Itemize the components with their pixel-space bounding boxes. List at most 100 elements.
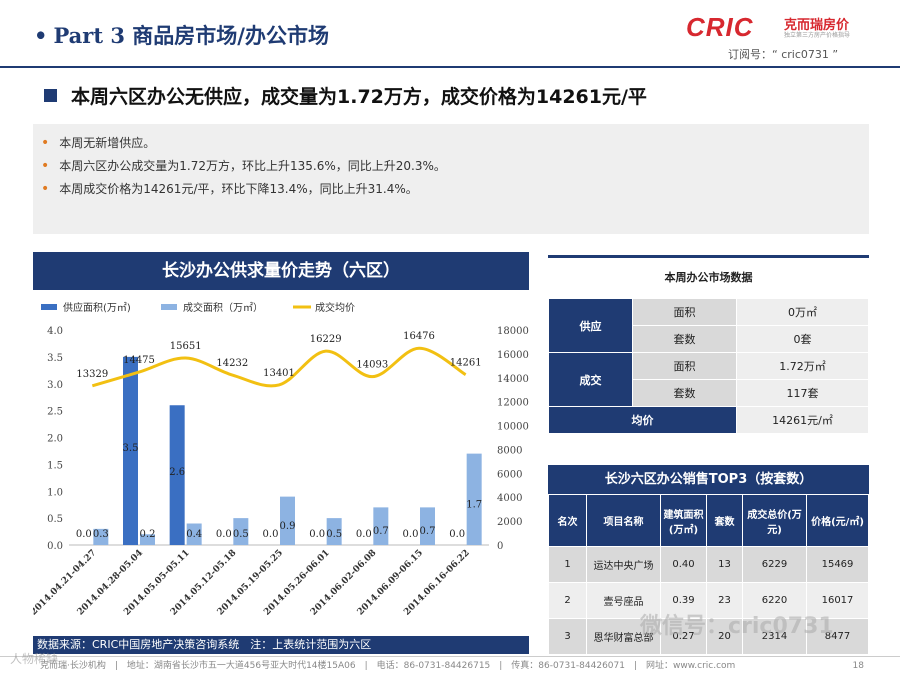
headline: 本周六区办公无供应，成交量为1.72万方，成交价格为14261元/平 (44, 82, 647, 109)
table-row: 1 运达中央广场 0.40 13 6229 15469 (548, 546, 869, 583)
supply-bar (123, 356, 138, 545)
top3-header-units: 套数 (706, 494, 743, 547)
price-label: 14475 (123, 355, 155, 366)
deal-bar-label: 0.3 (93, 529, 109, 540)
table-cell: 6220 (742, 582, 807, 619)
bullet-item: • 本周成交价格为14261元/平，环比下降13.4%，同比上升31.4%。 (41, 180, 869, 197)
avg-price-label: 均价 (548, 406, 737, 434)
supply-bar-label: 3.5 (123, 443, 139, 454)
source-footnote: 数据来源：CRIC中国房地产决策咨询系统 注：上表统计范围为六区 (33, 636, 529, 654)
legend-label: 成交面积（万㎡） (183, 301, 263, 314)
top3-header-project: 项目名称 (586, 494, 661, 547)
supply-bar-label: 0.0 (216, 529, 232, 540)
price-label: 13329 (76, 369, 108, 380)
deal-label: 成交 (548, 352, 633, 407)
footer-contact: 克而瑞·长沙机构 | 地址：湖南省长沙市五一大道456号亚大时代14楼15A06… (40, 661, 736, 671)
chart-canvas: 供应面积(万㎡) 成交面积（万㎡） 成交均价0.00.51.01.52.02.53.… (33, 290, 529, 634)
y-left-tick-label: 3.5 (47, 353, 63, 364)
y-left-tick-label: 1.0 (47, 487, 63, 498)
y-right-tick-label: 2000 (497, 517, 522, 528)
y-right-tick-label: 14000 (497, 374, 529, 385)
deal-area-value: 1.72万㎡ (736, 352, 869, 380)
price-line (91, 346, 467, 388)
deal-bar (93, 528, 109, 545)
table-cell: 1 (548, 546, 587, 583)
page-footer: 克而瑞·长沙机构 | 地址：湖南省长沙市五一大道456号亚大时代14楼15A06… (0, 656, 900, 675)
title-bullet: • (34, 23, 48, 48)
bullet-item: • 本周六区办公成交量为1.72万方，环比上升135.6%，同比上升20.3%。 (41, 157, 869, 174)
deal-bar (326, 518, 342, 545)
table-cell: 运达中央广场 (586, 546, 661, 583)
supply-bar-label: 0.0 (449, 529, 465, 540)
top3-title: 长沙六区办公销售TOP3（按套数） (548, 465, 869, 494)
deal-bar (280, 496, 295, 545)
corner-watermark: 人物稀缺 (10, 652, 59, 666)
table-cell: 恩华财富总部 (586, 618, 661, 655)
y-right-tick-label: 4000 (497, 493, 522, 504)
y-right-tick-label: 6000 (497, 469, 522, 480)
table-cell: 壹号座品 (586, 582, 661, 619)
table-cell: 8477 (806, 618, 869, 655)
table-cell: 2 (548, 582, 587, 619)
header-divider (0, 66, 900, 68)
price-label: 13401 (263, 368, 295, 379)
headline-text: 本周六区办公无供应，成交量为1.72万方，成交价格为14261元/平 (71, 86, 647, 108)
supply-bar-label: 0.0 (309, 529, 325, 540)
supply-label: 供应 (548, 298, 633, 353)
y-left-tick-label: 3.0 (47, 380, 63, 391)
deal-bar (140, 534, 155, 545)
headline-square-icon (44, 89, 57, 102)
supply-bar-label: 0.0 (356, 529, 372, 540)
deal-bar-label: 0.2 (140, 529, 156, 540)
y-right-tick-label: 0 (497, 541, 503, 552)
y-right-tick-label: 18000 (497, 326, 529, 337)
deal-units-label: 套数 (632, 379, 737, 407)
logo-sub-text: 独立第三方房产价格指导 (784, 32, 851, 39)
avg-price-value: 14261元/㎡ (736, 406, 869, 434)
y-left-tick-label: 0.5 (47, 514, 63, 525)
trend-chart: 长沙办公供求量价走势（六区） 供应面积(万㎡) 成交面积（万㎡） 成交均价 0.0 0.… (33, 252, 529, 634)
cric-logo: CRIC 克而瑞房价 独立第三方房产价格指导 (686, 12, 876, 42)
bullet-dot-icon: • (41, 134, 50, 151)
bullet-dot-icon: • (41, 157, 50, 174)
y-right-tick-label: 16000 (497, 350, 529, 361)
y-left-tick-label: 2.0 (47, 434, 63, 445)
price-label: 15651 (170, 341, 202, 352)
part-title-text: Part 3 商品房市场/办公市场 (53, 23, 329, 48)
deal-bar (373, 507, 389, 545)
supply-area-value: 0万㎡ (736, 298, 869, 326)
table-cell: 3 (548, 618, 587, 655)
table-row: 2 壹号座品 0.39 23 6220 16017 (548, 582, 869, 619)
price-label: 14093 (356, 360, 388, 371)
legend-label: 成交均价 (315, 301, 355, 314)
y-right-tick-label: 10000 (497, 422, 529, 433)
supply-units-label: 套数 (632, 325, 737, 353)
table-cell: 13 (706, 546, 743, 583)
deal-bar-label: 0.7 (373, 526, 389, 537)
deal-bar-label: 1.7 (466, 499, 482, 510)
wechat-watermark: 微信号：cric0731 (640, 614, 834, 639)
top3-header-area: 建筑面积(万㎡) (660, 494, 707, 547)
bullet-dot-icon: • (41, 180, 50, 197)
price-label: 14261 (450, 358, 482, 369)
deal-bar-label: 0.9 (280, 521, 296, 532)
deal-bar (420, 507, 435, 545)
bullet-item: • 本周无新增供应。 (41, 134, 869, 151)
bullet-text: 本周成交价格为14261元/平，环比下降13.4%，同比上升31.4%。 (59, 182, 418, 196)
market-data-table: 供应 面积 0万㎡ 套数 0套 成交 面积 1.72万㎡ 套数 117套 均价 … (548, 298, 869, 434)
table-cell: 0.27 (660, 618, 707, 655)
y-left-tick-label: 2.5 (47, 407, 63, 418)
deal-bar-label: 0.5 (326, 529, 342, 540)
part-title: • Part 3 商品房市场/办公市场 (34, 20, 329, 50)
deal-bar (233, 518, 249, 545)
price-label: 16229 (310, 334, 342, 345)
deal-bar-label: 0.4 (186, 529, 202, 540)
deal-bar (186, 523, 202, 545)
table-cell: 0.40 (660, 546, 707, 583)
table-row: 3 恩华财富总部 0.27 20 2314 8477 (548, 618, 869, 655)
chart-title: 长沙办公供求量价走势（六区） (33, 252, 529, 290)
table-cell: 15469 (806, 546, 869, 583)
bullet-text: 本周无新增供应。 (59, 136, 156, 150)
subscribe-text: 订阅号：“ cric0731 ” (728, 48, 839, 61)
top3-table: 名次 项目名称 建筑面积(万㎡) 套数 成交总价(万元) 价格(元/㎡) 1 运… (548, 494, 869, 655)
